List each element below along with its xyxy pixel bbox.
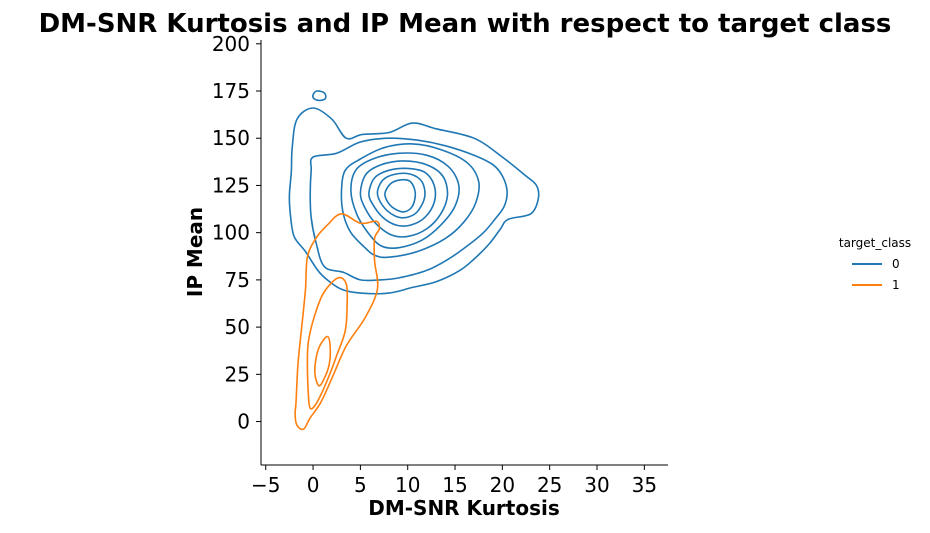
y-tick-label: 150 <box>212 126 250 150</box>
x-tick-label: 20 <box>490 473 515 497</box>
contour-line-series-0-4 <box>359 160 449 238</box>
contour-line-series-0-1 <box>309 137 508 282</box>
x-ticks: −5 0 5 10 15 20 25 30 35 <box>251 465 657 497</box>
x-axis-label: DM-SNR Kurtosis <box>368 496 560 520</box>
y-tick-label: 200 <box>212 32 250 56</box>
contour-line-series-1-1 <box>306 276 349 410</box>
legend-title: target_class <box>839 236 911 250</box>
x-tick-label: 35 <box>632 473 657 497</box>
contour-line-series-0-5 <box>368 167 437 227</box>
contour-line-series-0-3 <box>350 152 460 250</box>
x-tick-label: 30 <box>584 473 609 497</box>
y-tick-label: 50 <box>225 315 250 339</box>
y-tick-label: 125 <box>212 173 250 197</box>
chart-title: DM-SNR Kurtosis and IP Mean with respect… <box>39 9 892 39</box>
y-tick-label: 25 <box>225 362 250 386</box>
y-tick-label: 75 <box>225 268 250 292</box>
x-tick-label: −5 <box>251 473 280 497</box>
x-tick-label: 25 <box>537 473 562 497</box>
contour-line-series-0-7 <box>384 178 417 213</box>
y-tick-label: 175 <box>212 79 250 103</box>
y-tick-label: 100 <box>212 221 250 245</box>
legend-entries: 01 <box>852 257 900 292</box>
legend-label-1: 1 <box>892 278 900 292</box>
legend: target_class 01 <box>839 236 911 292</box>
y-tick-label: 0 <box>237 410 250 434</box>
series-0 <box>288 90 540 295</box>
legend-label-0: 0 <box>892 257 900 271</box>
x-tick-label: 10 <box>395 473 420 497</box>
x-tick-label: 5 <box>354 473 367 497</box>
y-axis-label: IP Mean <box>183 207 207 297</box>
y-ticks: 0 25 50 75 100 125 150 175 200 <box>212 32 261 434</box>
contour-line-series-0-6 <box>376 172 426 219</box>
plot-area <box>288 90 540 431</box>
contour-line-series-1-2 <box>314 335 332 387</box>
contour-line-series-0-8 <box>312 90 327 102</box>
contour-line-series-1-0 <box>294 213 381 431</box>
series-1 <box>294 213 381 431</box>
x-tick-label: 15 <box>442 473 467 497</box>
contour-line-series-0-2 <box>340 143 480 259</box>
x-tick-label: 0 <box>307 473 320 497</box>
